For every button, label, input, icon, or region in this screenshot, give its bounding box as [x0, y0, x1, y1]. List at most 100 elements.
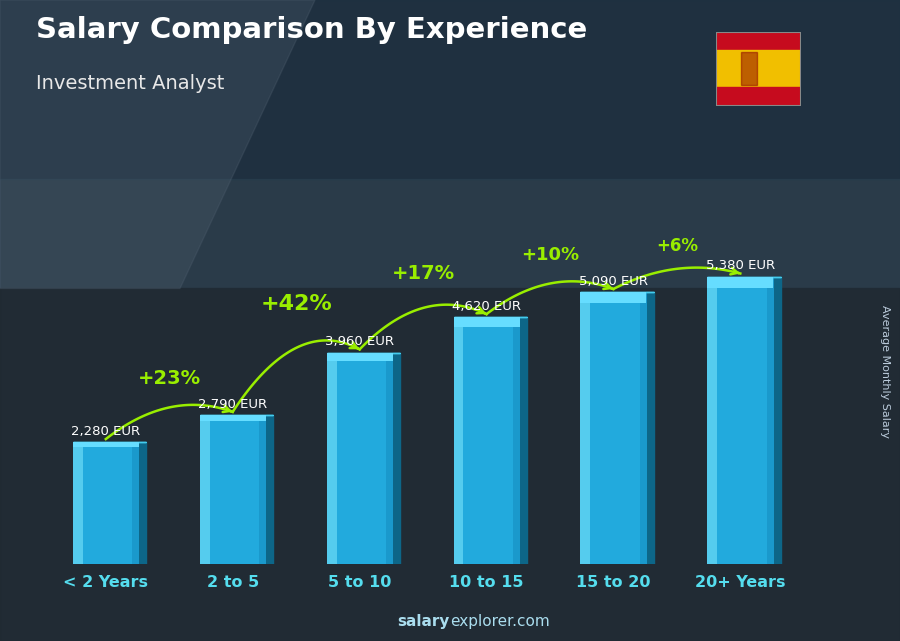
- Text: 5,380 EUR: 5,380 EUR: [706, 260, 775, 272]
- Bar: [507, 317, 510, 564]
- Bar: [366, 353, 370, 564]
- Bar: [0, 288, 900, 641]
- Bar: [73, 442, 77, 564]
- Bar: [376, 353, 380, 564]
- Bar: [607, 292, 610, 564]
- Bar: [747, 277, 751, 564]
- Bar: [604, 292, 608, 564]
- Polygon shape: [0, 0, 315, 288]
- Bar: [473, 317, 477, 564]
- Bar: [200, 415, 266, 421]
- Text: 5,090 EUR: 5,090 EUR: [579, 275, 648, 288]
- Bar: [742, 53, 757, 85]
- Bar: [460, 317, 464, 564]
- Bar: [724, 277, 727, 564]
- Bar: [727, 277, 731, 564]
- Bar: [340, 353, 344, 564]
- Polygon shape: [519, 317, 527, 564]
- Bar: [614, 292, 617, 564]
- Text: +23%: +23%: [138, 369, 201, 388]
- Bar: [76, 442, 80, 564]
- Bar: [587, 292, 590, 564]
- Bar: [259, 415, 263, 564]
- Bar: [86, 442, 90, 564]
- Bar: [737, 277, 741, 564]
- Bar: [480, 317, 483, 564]
- Bar: [210, 415, 213, 564]
- Bar: [253, 415, 256, 564]
- Text: salary: salary: [398, 615, 450, 629]
- Bar: [753, 277, 757, 564]
- Bar: [483, 317, 487, 564]
- Bar: [634, 292, 637, 564]
- Bar: [363, 353, 366, 564]
- Bar: [239, 415, 243, 564]
- Bar: [83, 442, 86, 564]
- Polygon shape: [392, 353, 400, 564]
- Bar: [580, 292, 584, 564]
- Bar: [327, 353, 392, 361]
- Bar: [500, 317, 503, 564]
- Bar: [620, 292, 624, 564]
- Bar: [243, 415, 247, 564]
- Text: +10%: +10%: [521, 246, 579, 264]
- Bar: [203, 415, 207, 564]
- Polygon shape: [646, 292, 654, 564]
- Text: +42%: +42%: [260, 294, 332, 313]
- Bar: [626, 292, 630, 564]
- Bar: [636, 292, 640, 564]
- Bar: [644, 292, 647, 564]
- Bar: [743, 277, 747, 564]
- Bar: [246, 415, 249, 564]
- Text: 4,620 EUR: 4,620 EUR: [452, 300, 521, 313]
- Bar: [584, 292, 588, 564]
- Text: Salary Comparison By Experience: Salary Comparison By Experience: [36, 16, 587, 44]
- Bar: [226, 415, 230, 564]
- Bar: [580, 292, 646, 303]
- Bar: [89, 442, 93, 564]
- Bar: [630, 292, 634, 564]
- Bar: [711, 277, 715, 564]
- Bar: [454, 317, 519, 327]
- Bar: [757, 277, 760, 564]
- Bar: [116, 442, 119, 564]
- Bar: [233, 415, 237, 564]
- Bar: [509, 317, 513, 564]
- Bar: [487, 317, 491, 564]
- Bar: [333, 353, 337, 564]
- Bar: [223, 415, 227, 564]
- Bar: [597, 292, 600, 564]
- Bar: [129, 442, 132, 564]
- Text: Average Monthly Salary: Average Monthly Salary: [879, 305, 890, 438]
- Bar: [457, 317, 461, 564]
- Bar: [337, 353, 340, 564]
- Bar: [517, 317, 520, 564]
- Text: Investment Analyst: Investment Analyst: [36, 74, 224, 93]
- Bar: [73, 442, 139, 447]
- Bar: [350, 353, 354, 564]
- Bar: [380, 353, 383, 564]
- Bar: [470, 317, 473, 564]
- Polygon shape: [139, 442, 147, 564]
- Bar: [119, 442, 122, 564]
- Bar: [206, 415, 210, 564]
- Bar: [356, 353, 360, 564]
- Bar: [716, 87, 801, 106]
- Bar: [256, 415, 259, 564]
- Bar: [370, 353, 374, 564]
- Bar: [109, 442, 112, 564]
- Bar: [200, 415, 203, 564]
- Bar: [122, 442, 126, 564]
- Bar: [386, 353, 390, 564]
- Bar: [464, 317, 467, 564]
- Bar: [93, 442, 96, 564]
- Bar: [249, 415, 253, 564]
- Bar: [346, 353, 350, 564]
- Bar: [716, 32, 801, 51]
- Bar: [600, 292, 604, 564]
- Bar: [79, 442, 83, 564]
- Bar: [763, 277, 767, 564]
- Text: explorer.com: explorer.com: [450, 615, 550, 629]
- Bar: [330, 353, 334, 564]
- Bar: [721, 277, 725, 564]
